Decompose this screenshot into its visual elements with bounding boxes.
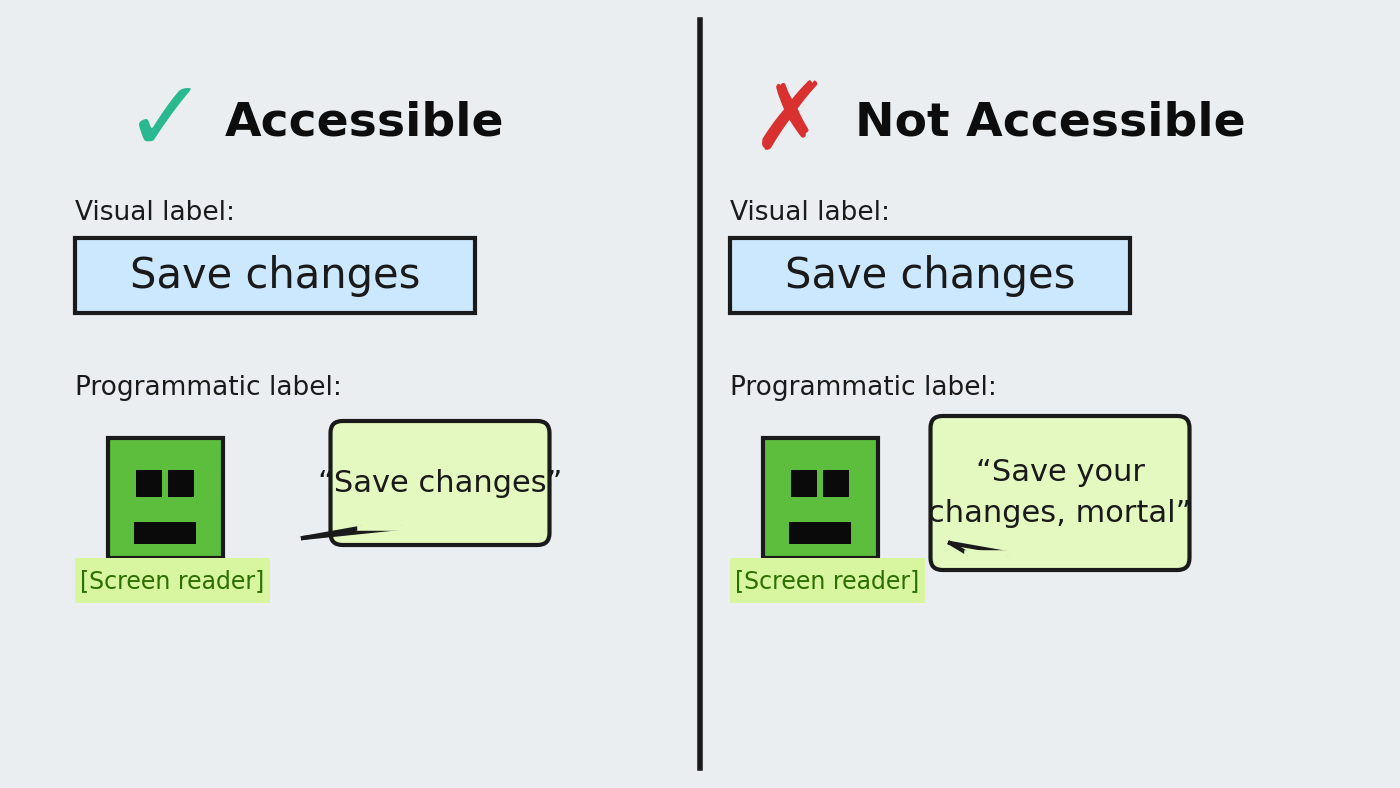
FancyBboxPatch shape [134, 522, 196, 544]
Text: ✓: ✓ [123, 75, 207, 172]
FancyBboxPatch shape [76, 558, 270, 603]
Text: Save changes: Save changes [130, 255, 420, 297]
FancyBboxPatch shape [931, 416, 1190, 570]
FancyBboxPatch shape [763, 438, 878, 558]
FancyBboxPatch shape [136, 470, 161, 496]
FancyBboxPatch shape [790, 522, 851, 544]
Polygon shape [302, 528, 399, 538]
FancyBboxPatch shape [76, 238, 475, 313]
FancyBboxPatch shape [791, 470, 816, 496]
FancyBboxPatch shape [330, 421, 549, 545]
Text: “Save changes”: “Save changes” [318, 469, 563, 497]
FancyBboxPatch shape [168, 470, 193, 496]
Text: Visual label:: Visual label: [729, 200, 890, 226]
Text: ✗: ✗ [750, 77, 830, 169]
Text: Visual label:: Visual label: [76, 200, 235, 226]
Polygon shape [951, 543, 1007, 553]
Text: Accessible: Accessible [225, 101, 504, 146]
Text: [Screen reader]: [Screen reader] [735, 569, 920, 593]
Text: [Screen reader]: [Screen reader] [80, 569, 265, 593]
Text: Programmatic label:: Programmatic label: [76, 375, 342, 401]
FancyBboxPatch shape [108, 438, 223, 558]
FancyBboxPatch shape [729, 238, 1130, 313]
FancyBboxPatch shape [729, 558, 925, 603]
Text: Save changes: Save changes [785, 255, 1075, 297]
Text: “Save your
changes, mortal”: “Save your changes, mortal” [928, 459, 1191, 528]
FancyBboxPatch shape [823, 470, 848, 496]
Text: Programmatic label:: Programmatic label: [729, 375, 997, 401]
Text: Not Accessible: Not Accessible [855, 101, 1246, 146]
